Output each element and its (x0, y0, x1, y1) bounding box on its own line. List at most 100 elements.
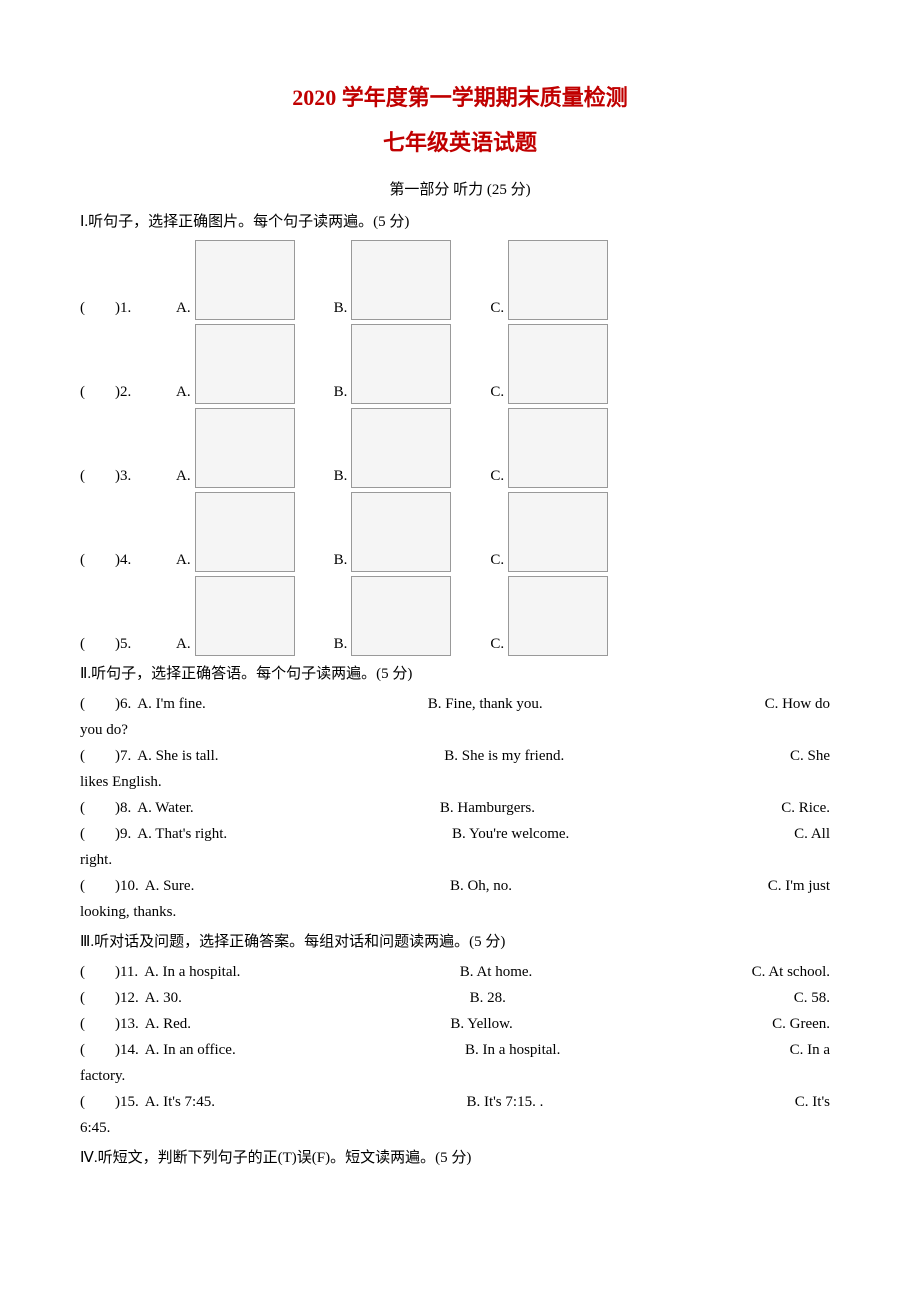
q2-option-b-label: B. (334, 380, 348, 404)
image-question-3: ( )3. A. B. C. (80, 408, 840, 488)
q4-option-b-image (351, 492, 451, 572)
q11-option-c: C. At school. (752, 960, 830, 984)
q7-tail: likes English. (80, 770, 840, 794)
q3-option-c-label: C. (490, 464, 504, 488)
q15-prefix: ( )15. (80, 1090, 139, 1114)
image-question-1: ( )1. A. B. C. (80, 240, 840, 320)
part1-instruction: Ⅰ.听句子，选择正确图片。每个句子读两遍。(5 分) (80, 210, 840, 234)
q14-option-b: B. In a hospital. (465, 1038, 560, 1062)
question-7: ( )7. A. She is tall. B. She is my frien… (80, 744, 840, 768)
q6-option-a: A. I'm fine. (137, 692, 206, 716)
q10-prefix: ( )10. (80, 874, 139, 898)
q14-prefix: ( )14. (80, 1038, 139, 1062)
question-12: ( )12. A. 30. B. 28. C. 58. (80, 986, 840, 1010)
q1-option-b-label: B. (334, 296, 348, 320)
q3-prefix: ( )3. (80, 464, 176, 488)
image-question-5: ( )5. A. B. C. (80, 576, 840, 656)
q6-option-c: C. How do (765, 692, 830, 716)
q5-option-a-image (195, 576, 295, 656)
part3-instruction: Ⅲ.听对话及问题，选择正确答案。每组对话和问题读两遍。(5 分) (80, 930, 840, 954)
q4-option-a-image (195, 492, 295, 572)
q1-prefix: ( )1. (80, 296, 176, 320)
q7-prefix: ( )7. (80, 744, 131, 768)
q4-option-c-label: C. (490, 548, 504, 572)
q4-option-c-image (508, 492, 608, 572)
question-10: ( )10. A. Sure. B. Oh, no. C. I'm just (80, 874, 840, 898)
q3-option-a-label: A. (176, 464, 191, 488)
q6-prefix: ( )6. (80, 692, 131, 716)
q10-option-b: B. Oh, no. (450, 874, 512, 898)
q1-option-a-label: A. (176, 296, 191, 320)
q10-option-c: C. I'm just (768, 874, 830, 898)
q15-tail: 6:45. (80, 1116, 840, 1140)
q5-prefix: ( )5. (80, 632, 176, 656)
exam-title-line2: 七年级英语试题 (80, 125, 840, 160)
q15-option-c: C. It's (795, 1090, 830, 1114)
q2-option-a-label: A. (176, 380, 191, 404)
q14-option-a: A. In an office. (145, 1038, 236, 1062)
question-6: ( )6. A. I'm fine. B. Fine, thank you. C… (80, 692, 840, 716)
q5-option-c-image (508, 576, 608, 656)
q3-option-b-image (351, 408, 451, 488)
q8-prefix: ( )8. (80, 796, 131, 820)
q8-option-c: C. Rice. (781, 796, 830, 820)
q2-option-c-image (508, 324, 608, 404)
q10-option-a: A. Sure. (145, 874, 195, 898)
q6-tail: you do? (80, 718, 840, 742)
q15-option-a: A. It's 7:45. (145, 1090, 215, 1114)
image-questions-group: ( )1. A. B. C.( )2. A. B. C.( )3. A. B. … (80, 240, 840, 656)
q5-option-b-image (351, 576, 451, 656)
q9-tail: right. (80, 848, 840, 872)
section-listening-header: 第一部分 听力 (25 分) (80, 178, 840, 202)
q3-option-b-label: B. (334, 464, 348, 488)
q1-option-b-image (351, 240, 451, 320)
q7-option-a: A. She is tall. (137, 744, 218, 768)
part2-instruction: Ⅱ.听句子，选择正确答语。每个句子读两遍。(5 分) (80, 662, 840, 686)
q5-option-c-label: C. (490, 632, 504, 656)
q1-option-c-image (508, 240, 608, 320)
q12-prefix: ( )12. (80, 986, 139, 1010)
q12-option-c: C. 58. (794, 986, 830, 1010)
question-9: ( )9. A. That's right. B. You're welcome… (80, 822, 840, 846)
question-15: ( )15. A. It's 7:45. B. It's 7:15. . C. … (80, 1090, 840, 1114)
image-question-4: ( )4. A. B. C. (80, 492, 840, 572)
q4-prefix: ( )4. (80, 548, 176, 572)
question-13: ( )13. A. Red. B. Yellow. C. Green. (80, 1012, 840, 1036)
q8-option-b: B. Hamburgers. (440, 796, 535, 820)
q13-option-b: B. Yellow. (450, 1012, 512, 1036)
q13-option-c: C. Green. (772, 1012, 830, 1036)
exam-title-line1: 2020 学年度第一学期期末质量检测 (80, 80, 840, 115)
q11-prefix: ( )11. (80, 960, 138, 984)
q11-option-b: B. At home. (460, 960, 533, 984)
q3-option-a-image (195, 408, 295, 488)
q7-option-c: C. She (790, 744, 830, 768)
q15-option-b: B. It's 7:15. . (466, 1090, 543, 1114)
q9-option-a: A. That's right. (137, 822, 227, 846)
q2-option-b-image (351, 324, 451, 404)
q6-option-b: B. Fine, thank you. (428, 692, 543, 716)
image-question-2: ( )2. A. B. C. (80, 324, 840, 404)
q2-option-a-image (195, 324, 295, 404)
q5-option-a-label: A. (176, 632, 191, 656)
question-8: ( )8. A. Water. B. Hamburgers. C. Rice. (80, 796, 840, 820)
q13-prefix: ( )13. (80, 1012, 139, 1036)
q2-prefix: ( )2. (80, 380, 176, 404)
q4-option-a-label: A. (176, 548, 191, 572)
question-11: ( )11. A. In a hospital. B. At home. C. … (80, 960, 840, 984)
q12-option-b: B. 28. (470, 986, 506, 1010)
q8-option-a: A. Water. (137, 796, 193, 820)
q5-option-b-label: B. (334, 632, 348, 656)
question-14: ( )14. A. In an office. B. In a hospital… (80, 1038, 840, 1062)
q1-option-a-image (195, 240, 295, 320)
q1-option-c-label: C. (490, 296, 504, 320)
q9-option-c: C. All (794, 822, 830, 846)
q13-option-a: A. Red. (145, 1012, 191, 1036)
q3-option-c-image (508, 408, 608, 488)
q11-option-a: A. In a hospital. (144, 960, 240, 984)
q14-tail: factory. (80, 1064, 840, 1088)
q9-prefix: ( )9. (80, 822, 131, 846)
q2-option-c-label: C. (490, 380, 504, 404)
q7-option-b: B. She is my friend. (444, 744, 564, 768)
q14-option-c: C. In a (790, 1038, 830, 1062)
q4-option-b-label: B. (334, 548, 348, 572)
